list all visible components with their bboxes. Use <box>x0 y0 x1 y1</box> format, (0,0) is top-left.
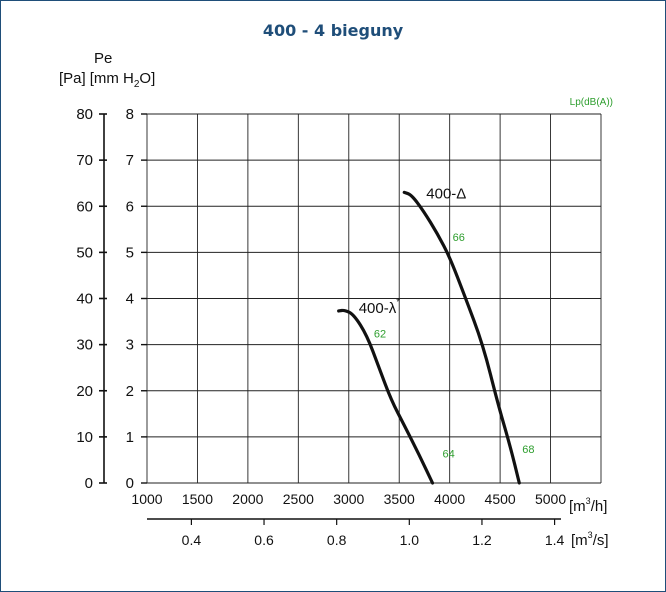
noise-label: 62 <box>374 329 386 341</box>
y-axis-units: [Pa] [mm H2O] <box>59 70 155 90</box>
y-axis-units-right-sub: 2 <box>134 79 140 90</box>
noise-labels: 66 62 68 64 <box>374 232 535 461</box>
noise-label: 64 <box>443 449 455 461</box>
noise-label: 66 <box>453 232 465 244</box>
series-label-sup: * <box>396 297 400 308</box>
tick-labels: 0 10 20 30 40 50 60 70 80 0 1 2 3 4 5 6 7 8 1000 1500 2000 25… <box>76 106 566 548</box>
x-tick-label-m3h: 1000 <box>131 491 162 507</box>
y-tick-label-mm: 0 <box>126 475 134 492</box>
y-tick-label-mm: 5 <box>126 244 134 261</box>
y-tick-label-pa: 70 <box>76 152 93 169</box>
x-tick-label-m3h: 5000 <box>535 491 566 507</box>
x-tick-label-m3h: 3500 <box>384 491 415 507</box>
y-axis-units-right-prefix: [mm H <box>90 70 134 87</box>
grid <box>146 113 602 484</box>
series-group: 400-λ* 400-Δ <box>337 185 521 485</box>
y-tick-label-mm: 1 <box>126 429 134 446</box>
axes <box>99 113 561 525</box>
x-tick-label-m3h: 3000 <box>333 491 364 507</box>
x-tick-label-m3h: 4500 <box>485 491 516 507</box>
x-tick-label-m3s: 0.4 <box>182 532 202 548</box>
y-tick-label-pa: 10 <box>76 429 93 446</box>
x-unit-main-suffix: /h] <box>591 498 608 515</box>
y-tick-label-mm: 7 <box>126 152 134 169</box>
y-axis-label: Pe <box>94 50 112 67</box>
x-tick-label-m3h: 1500 <box>182 491 213 507</box>
x-tick-label-m3s: 0.8 <box>327 532 347 548</box>
x-axis-unit-secondary: [m3/s] <box>571 530 609 549</box>
x-tick-label-m3s: 0.6 <box>254 532 274 548</box>
y-tick-label-pa: 0 <box>85 475 93 492</box>
y-tick-label-pa: 50 <box>76 244 93 261</box>
series-curve-star <box>337 308 435 485</box>
y-tick-label-pa: 60 <box>76 198 93 215</box>
x-unit-secondary-suffix: /s] <box>593 532 609 549</box>
y-axis-units-right-suffix: O] <box>139 70 155 87</box>
x-unit-secondary-sup: 3 <box>588 530 593 540</box>
x-tick-label-m3h: 2500 <box>283 491 314 507</box>
series-curve-delta <box>402 190 521 485</box>
x-tick-label-m3s: 1.0 <box>400 532 420 548</box>
y-tick-label-pa: 20 <box>76 383 93 400</box>
x-tick-label-m3s: 1.2 <box>472 532 492 548</box>
y-tick-label-mm: 2 <box>126 383 134 400</box>
y-tick-label-mm: 6 <box>126 198 134 215</box>
y-tick-label-mm: 3 <box>126 337 134 354</box>
y-tick-label-pa: 30 <box>76 337 93 354</box>
y-tick-label-pa: 40 <box>76 291 93 308</box>
series-label-delta: 400-Δ <box>426 185 466 202</box>
noise-label: 68 <box>522 444 534 456</box>
x-unit-main-prefix: [m <box>569 498 586 515</box>
x-tick-label-m3s: 1.4 <box>545 532 565 548</box>
noise-legend-label: Lp(dB(A)) <box>570 97 613 108</box>
x-axis-unit-main: [m3/h] <box>569 496 607 515</box>
y-tick-label-mm: 4 <box>126 291 134 308</box>
x-unit-secondary-prefix: [m <box>571 532 588 549</box>
y-tick-label-mm: 8 <box>126 106 134 123</box>
x-unit-main-sup: 3 <box>586 496 591 506</box>
x-tick-label-m3h: 4000 <box>434 491 465 507</box>
y-tick-label-pa: 80 <box>76 106 93 123</box>
y-axis-units-left: [Pa] <box>59 70 86 87</box>
chart-title: 400 - 4 bieguny <box>262 21 404 40</box>
series-label-star: 400-λ* <box>359 297 401 317</box>
x-tick-label-m3h: 2000 <box>232 491 263 507</box>
